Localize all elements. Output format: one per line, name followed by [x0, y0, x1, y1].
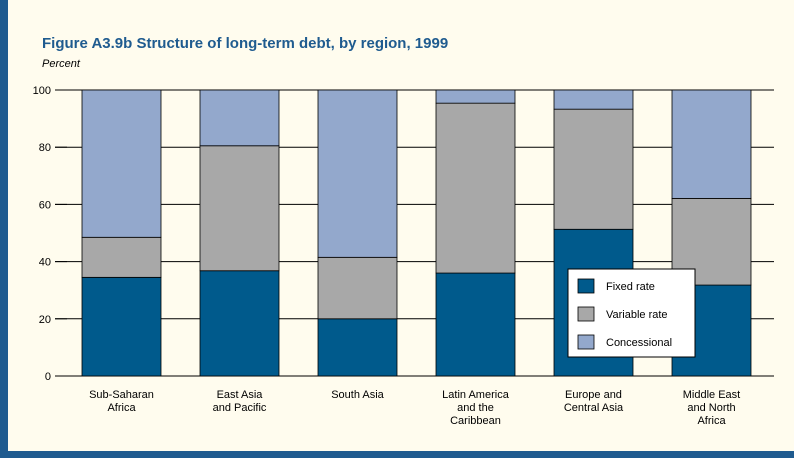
- y-tick-label: 40: [39, 257, 51, 269]
- x-tick-label: and the: [457, 402, 494, 414]
- legend-label: Variable rate: [606, 309, 668, 321]
- x-tick-label: East Asia: [217, 389, 264, 401]
- legend-swatch: [577, 334, 595, 350]
- x-tick-label: Latin America: [442, 389, 510, 401]
- x-tick-label: and Pacific: [213, 402, 267, 414]
- bar-variable-rate: [199, 145, 280, 272]
- x-tick-label: South Asia: [331, 389, 384, 401]
- y-tick-label: 20: [39, 314, 51, 326]
- x-tick-label: Sub-Saharan: [89, 389, 154, 401]
- bar-concessional: [671, 89, 752, 199]
- y-tick-label: 100: [33, 85, 51, 97]
- figure-title: Figure A3.9b Structure of long-term debt…: [42, 35, 449, 52]
- x-tick-label: Africa: [107, 402, 136, 414]
- bar-concessional: [553, 89, 634, 110]
- bar-fixed-rate: [435, 272, 516, 377]
- bar-concessional: [199, 89, 280, 147]
- bar-fixed-rate: [199, 270, 280, 377]
- x-tick-label: Caribbean: [450, 415, 501, 427]
- bar-fixed-rate: [81, 276, 162, 377]
- x-tick-label: Central Asia: [564, 402, 624, 414]
- bar-fixed-rate: [317, 318, 398, 377]
- bar-variable-rate: [553, 108, 634, 230]
- x-tick-label: Middle East: [683, 389, 740, 401]
- legend-swatch: [577, 278, 595, 294]
- legend-swatch: [577, 306, 595, 322]
- legend-label: Fixed rate: [606, 281, 655, 293]
- y-axis-unit-label: Percent: [42, 58, 80, 70]
- bar-variable-rate: [81, 236, 162, 278]
- bar-concessional: [81, 89, 162, 238]
- bar-variable-rate: [317, 256, 398, 320]
- x-tick-label: Europe and: [565, 389, 622, 401]
- bar-variable-rate: [435, 102, 516, 274]
- bar-concessional: [435, 89, 516, 104]
- y-tick-label: 80: [39, 142, 51, 154]
- y-tick-label: 0: [45, 371, 51, 383]
- x-tick-label: Africa: [697, 415, 726, 427]
- legend-label: Concessional: [606, 337, 672, 349]
- y-tick-label: 60: [39, 199, 51, 211]
- bar-concessional: [317, 89, 398, 258]
- x-tick-label: and North: [687, 402, 735, 414]
